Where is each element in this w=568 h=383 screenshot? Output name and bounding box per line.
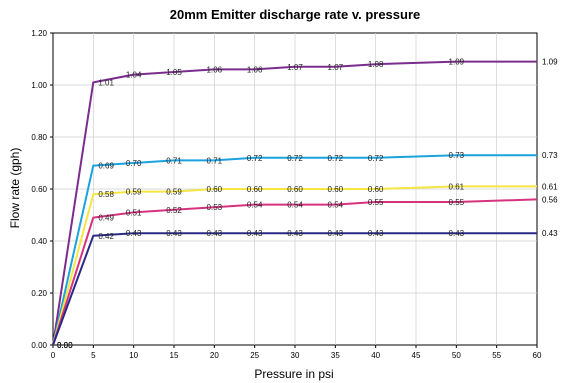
data-label: 1.04	[126, 71, 142, 80]
x-tick-label: 10	[129, 351, 138, 360]
data-label: 0.55	[368, 198, 384, 207]
data-label: 0.43	[368, 229, 384, 238]
data-label: 0.73	[542, 151, 558, 160]
data-label: 0.43	[449, 229, 465, 238]
series-line-2	[52, 154, 537, 346]
data-label: 0.49	[98, 214, 114, 223]
data-label: 0.55	[449, 198, 465, 207]
series-line-4	[52, 198, 538, 346]
data-label: 1.09	[449, 58, 465, 67]
y-tick-label: 1.00	[31, 81, 47, 90]
x-tick-label: 55	[492, 351, 501, 360]
data-label: 0.51	[126, 208, 142, 217]
x-tick-label: 5	[91, 351, 96, 360]
series-line-5	[52, 232, 537, 346]
data-label: 0.60	[247, 185, 263, 194]
y-tick-label: 0.80	[31, 133, 47, 142]
axis-ticks: 0 5 10 15 20 25 30 35 40 45 50 55 60 0.00 0.20 0.40 0.60…	[31, 29, 542, 360]
x-tick-label: 25	[250, 351, 259, 360]
data-label: 0.72	[287, 154, 303, 163]
data-label: 0.00	[57, 341, 73, 350]
data-label: 0.59	[126, 188, 142, 197]
data-label: 0.69	[98, 162, 114, 171]
data-label: 0.60	[328, 185, 344, 194]
data-label: 1.06	[247, 65, 263, 74]
data-label: 0.00	[57, 341, 73, 350]
data-label: 1.08	[368, 60, 384, 69]
data-label: 0.00	[57, 341, 73, 350]
y-axis-label: Flow rate (gph)	[8, 148, 22, 229]
data-label: 0.71	[166, 156, 182, 165]
data-label: 0.56	[542, 195, 558, 204]
data-label: 0.43	[542, 229, 558, 238]
x-tick-label: 0	[51, 351, 56, 360]
x-tick-label: 35	[331, 351, 340, 360]
data-label: 0.42	[98, 232, 114, 241]
data-label: 1.07	[287, 63, 303, 72]
data-label: 0.54	[247, 201, 263, 210]
data-label: 0.72	[368, 154, 384, 163]
data-label: 1.01	[98, 78, 114, 87]
data-label: 0.71	[207, 156, 223, 165]
y-tick-label: 1.20	[31, 29, 47, 38]
data-label: 0.60	[287, 185, 303, 194]
data-label: 0.59	[166, 188, 182, 197]
data-label: 0.43	[166, 229, 182, 238]
series-line-3	[52, 185, 537, 346]
data-label: 1.07	[328, 63, 344, 72]
data-label: 0.60	[207, 185, 223, 194]
data-label: 0.52	[166, 206, 182, 215]
y-tick-label: 0.00	[31, 341, 47, 350]
data-label: 0.00	[57, 341, 73, 350]
data-label: 0.61	[449, 182, 465, 191]
x-tick-label: 60	[533, 351, 542, 360]
series-line-1	[52, 60, 537, 346]
data-label: 0.72	[328, 154, 344, 163]
x-axis-label: Pressure in psi	[254, 367, 333, 381]
data-label: 0.54	[328, 201, 344, 210]
x-tick-label: 50	[452, 351, 461, 360]
data-label: 0.00	[57, 341, 73, 350]
data-label: 0.58	[98, 190, 114, 199]
data-label: 0.72	[247, 154, 263, 163]
data-label: 0.53	[207, 203, 223, 212]
data-label: 0.43	[207, 229, 223, 238]
data-label: 0.73	[449, 151, 465, 160]
series-lines	[52, 60, 538, 346]
x-tick-label: 45	[412, 351, 421, 360]
y-tick-label: 0.60	[31, 185, 47, 194]
chart-title: 20mm Emitter discharge rate v. pressure	[170, 7, 421, 22]
data-label: 0.43	[126, 229, 142, 238]
y-tick-label: 0.20	[31, 289, 47, 298]
data-label: 0.54	[287, 201, 303, 210]
data-label: 0.43	[247, 229, 263, 238]
data-label: 0.61	[542, 182, 558, 191]
data-label: 1.09	[542, 58, 558, 67]
data-label: 0.43	[328, 229, 344, 238]
data-label: 0.43	[287, 229, 303, 238]
y-tick-label: 0.40	[31, 237, 47, 246]
data-label: 1.06	[207, 65, 223, 74]
x-tick-label: 30	[291, 351, 300, 360]
x-tick-label: 40	[371, 351, 380, 360]
data-label: 1.05	[166, 68, 182, 77]
data-label: 0.60	[368, 185, 384, 194]
data-label: 0.70	[126, 159, 142, 168]
x-tick-label: 15	[170, 351, 179, 360]
x-tick-label: 20	[210, 351, 219, 360]
data-labels: 0.00 1.01 1.04 1.05 1.06 1.06 1.07 1.07 1.08 1.09…	[57, 58, 558, 350]
